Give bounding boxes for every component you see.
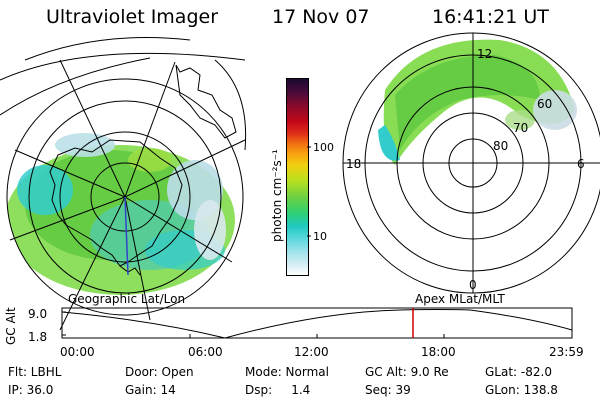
info-gain: Gain: 14	[125, 383, 176, 397]
mlt-label-12: 12	[477, 47, 493, 61]
info-ip: IP: 36.0	[8, 383, 54, 397]
mlt-label-0: 0	[469, 278, 477, 292]
coastline	[49, 139, 183, 267]
altitude-xtick-0: 00:00	[60, 345, 95, 359]
altitude-xtick-4: 23:59	[549, 345, 584, 359]
right-aurora-emission	[378, 39, 577, 166]
right-grid	[342, 32, 600, 294]
app-title: Ultraviolet Imager	[46, 6, 219, 28]
altitude-xtick-1: 06:00	[188, 345, 223, 359]
info-dsp: Dsp: 1.4	[245, 383, 311, 397]
info-mode: Mode: Normal	[245, 365, 329, 379]
time-label: 16:41:21 UT	[432, 6, 549, 28]
altitude-xtick-3: 18:00	[421, 345, 456, 359]
mlt-label-18: 18	[346, 157, 362, 171]
info-glon: GLon: 138.8	[485, 383, 558, 397]
altitude-ytick-min: 1.8	[28, 330, 48, 344]
geographic-caption: Geographic Lat/Lon	[68, 292, 186, 306]
altitude-curve	[61, 309, 573, 339]
mlt-label-6: 6	[577, 157, 585, 171]
mlat-label-80: 80	[493, 139, 509, 153]
sun-direction-line	[124, 196, 129, 276]
mlat-label-60: 60	[537, 97, 553, 111]
info-door: Door: Open	[125, 365, 194, 379]
date-label: 17 Nov 07	[272, 6, 370, 28]
info-gc-alt: GC Alt: 9.0 Re	[365, 365, 449, 379]
colorbar-tick-100: 100	[313, 141, 334, 154]
colorbar-tick-10: 10	[313, 230, 327, 243]
info-filter: Flt: LBHL	[8, 365, 62, 379]
info-glat: GLat: -82.0	[485, 365, 552, 379]
left-grid	[0, 37, 247, 331]
info-seq: Seq: 39	[365, 383, 411, 397]
magnetic-caption: Apex MLat/MLT	[415, 292, 505, 306]
altitude-xtick-2: 12:00	[294, 345, 329, 359]
left-aurora-emission	[7, 133, 235, 295]
mlat-label-70: 70	[513, 121, 529, 135]
color-bar	[286, 78, 309, 276]
altitude-ytick-max: 9.0	[28, 307, 48, 321]
